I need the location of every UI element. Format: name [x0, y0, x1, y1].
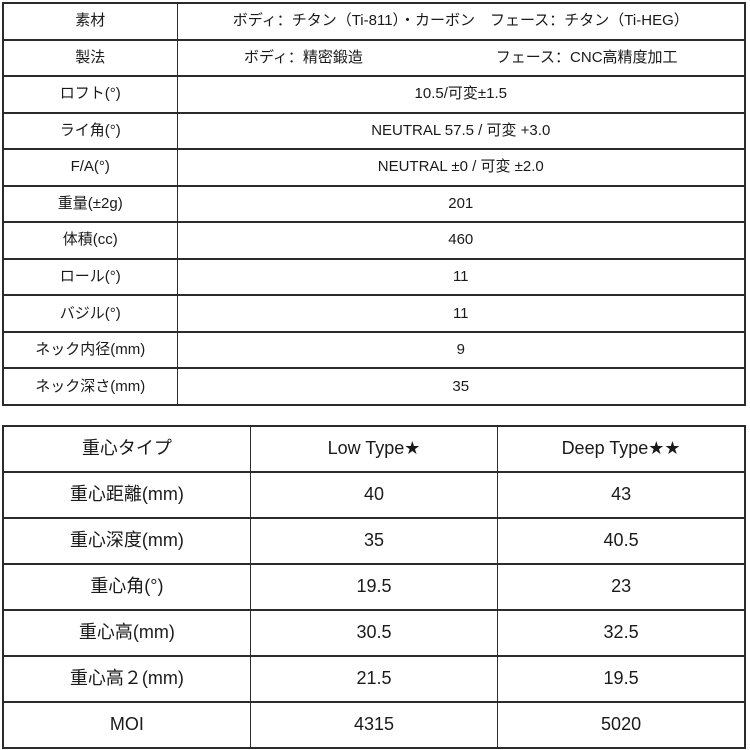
spec-label-neck-bore: ネック内径(mm) — [2, 330, 178, 370]
cg-low-moi: 4315 — [249, 701, 499, 749]
cg-deep-height2: 19.5 — [497, 655, 746, 703]
table-row: ロール(°) 11 — [2, 257, 746, 297]
cg-deep-distance: 43 — [497, 471, 746, 519]
spec-label-fa: F/A(°) — [2, 148, 178, 187]
cg-header-low-type: Low Type★ — [249, 425, 499, 473]
table-row: ネック深さ(mm) 35 — [2, 367, 746, 406]
spec-value-loft: 10.5/可変±1.5 — [176, 75, 746, 114]
table-row: 重心距離(mm) 40 43 — [2, 471, 746, 519]
table-row: 重心高(mm) 30.5 32.5 — [2, 609, 746, 657]
cg-label-height: 重心高(mm) — [2, 609, 251, 657]
cg-label-distance: 重心距離(mm) — [2, 471, 251, 519]
spec-value-volume: 460 — [176, 221, 746, 260]
cg-low-angle: 19.5 — [249, 563, 499, 611]
cg-low-height2: 21.5 — [249, 655, 499, 703]
spec-label-lie: ライ角(°) — [2, 111, 178, 151]
spec-label-bulge: バジル(°) — [2, 294, 178, 333]
cg-label-angle: 重心角(°) — [2, 563, 251, 611]
table-row: 製法 ボディ：精密鍛造 フェース：CNC高精度加工 — [2, 38, 746, 78]
table-row: 素材 ボディ：チタン（Ti-811）・カーボン フェース：チタン（Ti-HEG） — [2, 2, 746, 41]
cg-label-depth: 重心深度(mm) — [2, 517, 251, 565]
cg-low-distance: 40 — [249, 471, 499, 519]
cg-deep-height: 32.5 — [497, 609, 746, 657]
table-header-row: 重心タイプ Low Type★ Deep Type★★ — [2, 425, 746, 473]
table-row: 重心角(°) 19.5 23 — [2, 563, 746, 611]
table-row: ライ角(°) NEUTRAL 57.5 / 可変 +3.0 — [2, 111, 746, 151]
table-row: 重心深度(mm) 35 40.5 — [2, 517, 746, 565]
cg-deep-moi: 5020 — [497, 701, 746, 749]
spec-value-lie: NEUTRAL 57.5 / 可変 +3.0 — [176, 111, 746, 151]
cg-label-height2: 重心高２(mm) — [2, 655, 251, 703]
construction-body: ボディ：精密鍛造 — [243, 48, 363, 66]
cg-deep-depth: 40.5 — [497, 517, 746, 565]
table-row: ネック内径(mm) 9 — [2, 330, 746, 370]
spec-table: 素材 ボディ：チタン（Ti-811）・カーボン フェース：チタン（Ti-HEG）… — [2, 2, 746, 406]
spec-value-neck-bore: 9 — [176, 330, 746, 370]
spec-value-material: ボディ：チタン（Ti-811）・カーボン フェース：チタン（Ti-HEG） — [176, 2, 746, 41]
cg-label-moi: MOI — [2, 701, 251, 749]
cg-low-height: 30.5 — [249, 609, 499, 657]
cg-table: 重心タイプ Low Type★ Deep Type★★ 重心距離(mm) 40 … — [2, 425, 746, 749]
table-row: F/A(°) NEUTRAL ±0 / 可変 ±2.0 — [2, 148, 746, 187]
table-row: ロフト(°) 10.5/可変±1.5 — [2, 75, 746, 114]
spec-label-volume: 体積(cc) — [2, 221, 178, 260]
spec-label-construction: 製法 — [2, 38, 178, 78]
spec-value-roll: 11 — [176, 257, 746, 297]
spec-label-weight: 重量(±2g) — [2, 184, 178, 224]
cg-low-depth: 35 — [249, 517, 499, 565]
cg-header-type: 重心タイプ — [2, 425, 251, 473]
spec-label-material: 素材 — [2, 2, 178, 41]
table-row: 重量(±2g) 201 — [2, 184, 746, 224]
cg-header-deep-type: Deep Type★★ — [497, 425, 746, 473]
spec-value-weight: 201 — [176, 184, 746, 224]
table-row: 体積(cc) 460 — [2, 221, 746, 260]
table-row: MOI 4315 5020 — [2, 701, 746, 749]
spec-value-neck-depth: 35 — [176, 367, 746, 406]
table-row: バジル(°) 11 — [2, 294, 746, 333]
spec-label-loft: ロフト(°) — [2, 75, 178, 114]
spec-label-neck-depth: ネック深さ(mm) — [2, 367, 178, 406]
spec-value-bulge: 11 — [176, 294, 746, 333]
table-row: 重心高２(mm) 21.5 19.5 — [2, 655, 746, 703]
construction-split: ボディ：精密鍛造 フェース：CNC高精度加工 — [178, 49, 745, 67]
spec-value-fa: NEUTRAL ±0 / 可変 ±2.0 — [176, 148, 746, 187]
spec-value-construction: ボディ：精密鍛造 フェース：CNC高精度加工 — [176, 38, 746, 78]
construction-face: フェース：CNC高精度加工 — [495, 48, 678, 66]
cg-deep-angle: 23 — [497, 563, 746, 611]
spec-label-roll: ロール(°) — [2, 257, 178, 297]
